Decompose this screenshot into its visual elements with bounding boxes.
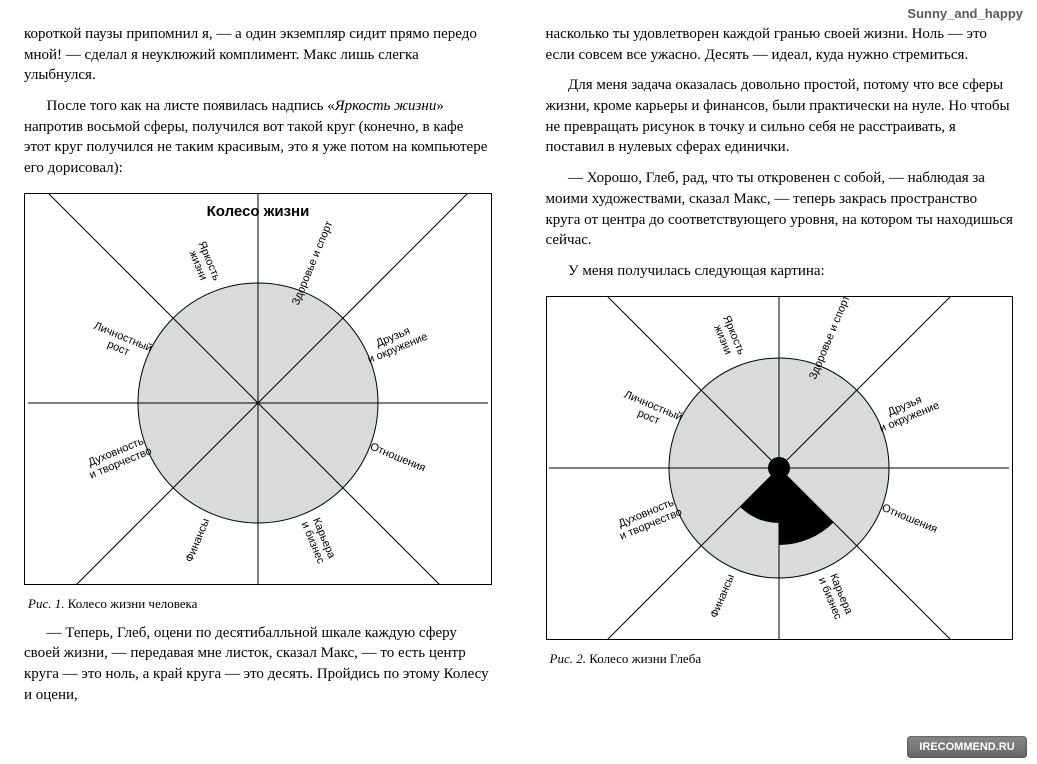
svg-text:Друзьяи окружение: Друзьяи окружение — [873, 388, 941, 434]
svg-text:Финансы: Финансы — [709, 572, 738, 619]
svg-text:Здоровье и спорт: Здоровье и спорт — [290, 219, 335, 307]
right-column: насколько ты удовлетворен каждой гранью … — [546, 24, 1014, 764]
svg-text:Здоровье и спорт: Здоровье и спорт — [807, 297, 852, 381]
wheel-chart-1: Здоровье и спорт Друзьяи окружение Отношен… — [28, 194, 488, 584]
left-para-1: короткой паузы припомнил я, — а один экз… — [24, 24, 492, 86]
figure-1-caption: Рис. 1. Колесо жизни человека — [28, 595, 492, 613]
svg-text:Карьераи бизнес: Карьераи бизнес — [816, 571, 855, 622]
svg-text:Яркостьжизни: Яркостьжизни — [709, 313, 747, 361]
svg-text:Личностныйрост: Личностныйрост — [618, 388, 684, 434]
svg-text:Колесо жизни: Колесо жизни — [206, 203, 309, 220]
svg-text:Яркостьжизни: Яркостьжизни — [184, 239, 222, 287]
figure-1-frame: Здоровье и спорт Друзьяи окружение Отношен… — [24, 193, 492, 585]
watermark-site: IRECOMMEND.RU — [907, 736, 1027, 758]
left-para-2a: После того как на листе появилась надпис… — [47, 98, 335, 114]
svg-text:Отношения: Отношения — [880, 502, 939, 536]
wheel-chart-2: Здоровье и спорт Друзьяи окружение Отношен… — [549, 297, 1009, 639]
svg-text:Духовностьи творчество: Духовностьи творчество — [614, 495, 684, 543]
figure-2-caption: Рис. 2. Колесо жизни Глеба — [550, 650, 1014, 668]
right-para-2: Для меня задача оказалась довольно прост… — [546, 75, 1014, 158]
right-para-4: У меня получилась следующая картина: — [546, 261, 1014, 282]
svg-text:Друзьяи окружение: Друзьяи окружение — [361, 319, 429, 365]
svg-text:Карьераи бизнес: Карьераи бизнес — [298, 515, 337, 566]
figure-2-text: Колесо жизни Глеба — [586, 651, 701, 666]
right-para-3: — Хорошо, Глеб, рад, что ты откровенен с… — [546, 168, 1014, 251]
left-para-2: После того как на листе появилась надпис… — [24, 96, 492, 179]
figure-1-text: Колесо жизни человека — [64, 596, 197, 611]
figure-2-frame: Здоровье и спорт Друзьяи окружение Отношен… — [546, 296, 1014, 640]
left-column: короткой паузы припомнил я, — а один экз… — [24, 24, 492, 764]
svg-text:Финансы: Финансы — [183, 517, 212, 564]
svg-text:Духовностьи творчество: Духовностьи творчество — [83, 434, 153, 482]
left-para-2-italic: Яркость жизни — [335, 98, 437, 114]
figure-2-ref: Рис. 2. — [550, 651, 586, 666]
svg-text:Личностныйрост: Личностныйрост — [87, 320, 153, 366]
left-para-3: — Теперь, Глеб, оцени по десятибалльной … — [24, 623, 492, 706]
watermark-username: Sunny_and_happy — [907, 6, 1023, 21]
watermark-site-label: IRECOMMEND.RU — [919, 741, 1014, 753]
page: короткой паузы припомнил я, — а один экз… — [0, 0, 1037, 764]
right-para-1: насколько ты удовлетворен каждой гранью … — [546, 24, 1014, 65]
figure-1-ref: Рис. 1. — [28, 596, 64, 611]
svg-text:Отношения: Отношения — [368, 441, 427, 475]
